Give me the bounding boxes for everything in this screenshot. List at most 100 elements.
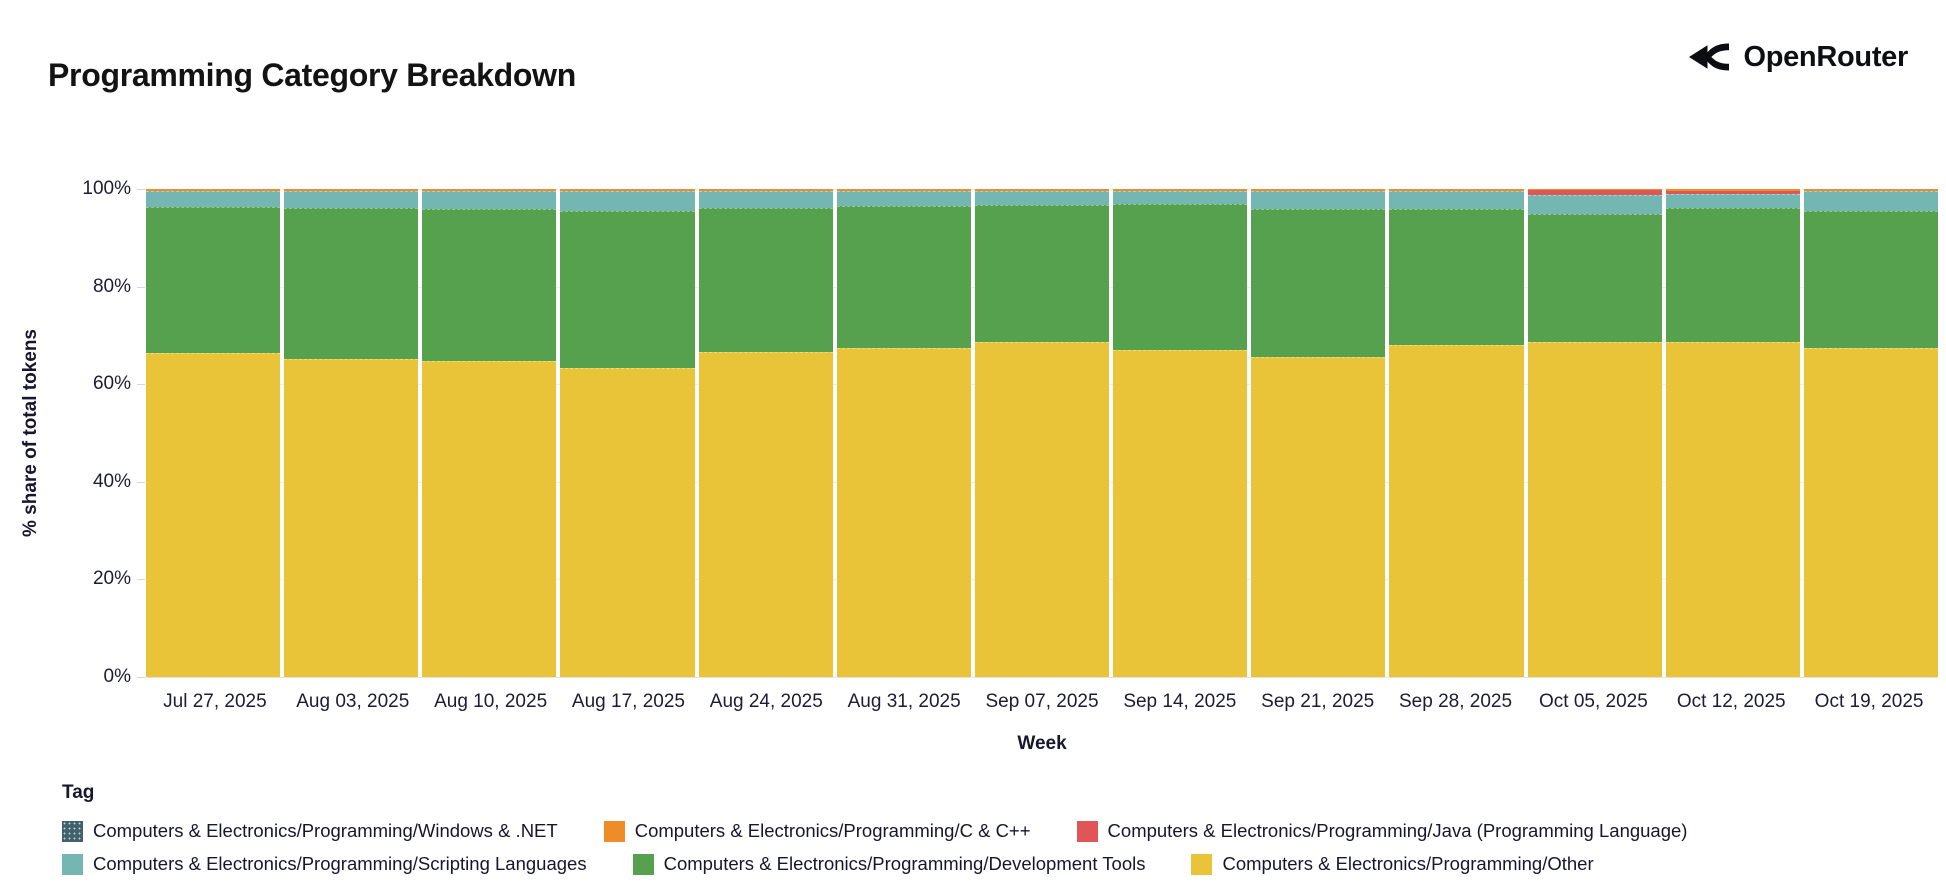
bar-segment[interactable]: [146, 189, 281, 191]
legend-label: Computers & Electronics/Programming/Deve…: [663, 853, 1146, 874]
bar-segment[interactable]: [284, 208, 419, 359]
bar-segment[interactable]: [836, 348, 971, 677]
bar[interactable]: [422, 189, 557, 677]
page-title: Programming Category Breakdown: [48, 57, 577, 94]
bar-segment[interactable]: [422, 190, 557, 210]
legend-row: Computers & Electronics/Programming/Wind…: [62, 820, 1687, 842]
bar-segment[interactable]: [422, 360, 557, 677]
bar-segment[interactable]: [698, 189, 833, 191]
bar-segment[interactable]: [1665, 189, 1800, 191]
bar-segment[interactable]: [284, 190, 419, 209]
y-tick-label: 20%: [92, 568, 131, 590]
bar-segment[interactable]: [1527, 194, 1662, 215]
bars-container: [146, 189, 1939, 677]
bar-segment[interactable]: [974, 190, 1110, 205]
y-tick-label: 0%: [103, 666, 131, 687]
legend-label: Computers & Electronics/Programming/Scri…: [93, 853, 587, 874]
bar[interactable]: [1527, 189, 1662, 677]
bar-segment[interactable]: [560, 189, 695, 191]
x-tick-label: Sep 21, 2025: [1261, 691, 1375, 712]
legend-swatch: [632, 853, 654, 875]
x-tick-label: Oct 12, 2025: [1676, 691, 1786, 712]
y-tickmark: [137, 189, 145, 190]
bar[interactable]: [836, 189, 971, 677]
openrouter-fork-icon: [1689, 43, 1730, 71]
bar-segment[interactable]: [1527, 190, 1662, 195]
bar[interactable]: [146, 189, 281, 677]
legend-swatch: [62, 853, 83, 875]
bar-segment[interactable]: [1389, 189, 1524, 191]
bar-segment[interactable]: [1803, 210, 1939, 349]
bar-segment[interactable]: [1803, 190, 1939, 211]
bar-segment[interactable]: [146, 207, 281, 353]
bar-segment[interactable]: [698, 208, 833, 352]
bar-segment[interactable]: [1251, 190, 1386, 209]
bar-segment[interactable]: [1665, 341, 1800, 677]
bar-segment[interactable]: [974, 342, 1110, 677]
legend-item[interactable]: Computers & Electronics/Programming/Deve…: [632, 853, 1146, 875]
bar-segment[interactable]: [1527, 214, 1662, 343]
bar-segment[interactable]: [1527, 342, 1662, 677]
bar[interactable]: [284, 189, 419, 677]
legend-item[interactable]: Computers & Electronics/Programming/Scri…: [62, 853, 587, 875]
bar[interactable]: [1389, 189, 1524, 677]
legend-label: Computers & Electronics/Programming/C & …: [634, 820, 1031, 841]
bar-segment[interactable]: [1113, 190, 1248, 205]
bar-segment[interactable]: [698, 190, 833, 209]
bar-segment[interactable]: [1251, 356, 1386, 677]
bar[interactable]: [1251, 189, 1386, 677]
y-tick-label: 100%: [82, 178, 131, 199]
x-tick-label: Oct 05, 2025: [1538, 691, 1648, 712]
bar-segment[interactable]: [1803, 348, 1939, 677]
legend-item[interactable]: Computers & Electronics/Programming/Othe…: [1191, 853, 1594, 875]
bar-segment[interactable]: [1389, 190, 1524, 209]
bar-segment[interactable]: [1665, 207, 1800, 342]
legend-title: Tag: [62, 782, 95, 803]
bar-segment[interactable]: [974, 189, 1110, 191]
bar-segment[interactable]: [284, 358, 419, 677]
bar-segment[interactable]: [560, 190, 695, 212]
bar-segment[interactable]: [1389, 345, 1524, 677]
bar[interactable]: [1803, 189, 1939, 677]
y-tickmark: [137, 579, 145, 581]
bar[interactable]: [560, 189, 695, 677]
bar-segment[interactable]: [1251, 189, 1386, 191]
bar-segment[interactable]: [698, 352, 833, 677]
bar-segment[interactable]: [836, 205, 971, 349]
bar-segment[interactable]: [1113, 189, 1248, 191]
bar[interactable]: [974, 189, 1110, 677]
bar-segment[interactable]: [560, 211, 695, 369]
x-tick-label: Jul 27, 2025: [163, 691, 267, 712]
y-tick-label: 40%: [92, 470, 131, 492]
bar-segment[interactable]: [560, 368, 695, 677]
bar-segment[interactable]: [1113, 204, 1248, 351]
legend-label: Computers & Electronics/Programming/Wind…: [93, 820, 558, 841]
bar-segment[interactable]: [1803, 189, 1939, 191]
bar[interactable]: [698, 189, 833, 677]
bar-segment[interactable]: [146, 190, 281, 208]
bar-segment[interactable]: [284, 189, 419, 191]
bar-segment[interactable]: [974, 204, 1110, 343]
bar-segment[interactable]: [422, 209, 557, 361]
openrouter-logo[interactable]: OpenRouter: [1687, 40, 1908, 74]
legend-item[interactable]: Computers & Electronics/Programming/C & …: [603, 820, 1031, 842]
bar-segment[interactable]: [1527, 189, 1662, 190]
bar-segment[interactable]: [1665, 194, 1800, 208]
y-tickmark: [137, 481, 145, 483]
bar-segment[interactable]: [1665, 190, 1800, 195]
bar-segment[interactable]: [1389, 208, 1524, 346]
legend-item[interactable]: Computers & Electronics/Programming/Java…: [1076, 820, 1687, 842]
x-tick-label: Aug 10, 2025: [434, 691, 548, 712]
stacked-bar-chart: 0% 20% 40% 60% 80% 100% Jul 27, 2025 Aug 03, 2…: [82, 178, 1939, 754]
bar-segment[interactable]: [146, 352, 281, 677]
bar-segment[interactable]: [836, 190, 971, 206]
bar-segment[interactable]: [836, 189, 971, 191]
bar-segment[interactable]: [422, 189, 557, 191]
legend-item[interactable]: Computers & Electronics/Programming/Wind…: [62, 820, 558, 842]
x-tick-label: Oct 19, 2025: [1814, 691, 1924, 712]
bar[interactable]: [1665, 189, 1800, 677]
bar[interactable]: [1113, 189, 1248, 677]
y-tickmark: [137, 677, 145, 678]
bar-segment[interactable]: [1251, 208, 1386, 357]
bar-segment[interactable]: [1113, 350, 1248, 677]
